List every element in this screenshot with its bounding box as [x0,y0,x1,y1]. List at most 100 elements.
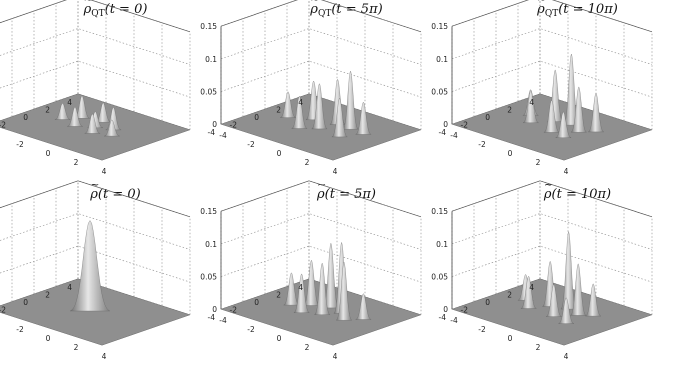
y-tick-label: 0 [254,298,259,307]
y-tick-label: -2 [461,306,469,315]
x-tick-label: 4 [564,352,569,361]
surface-peak [67,106,83,127]
title-variable: ρ [310,2,318,17]
surface-peak [314,262,331,315]
z-gridline [451,213,653,250]
surface-peak [570,263,587,316]
z-gridline [451,245,653,283]
axes-box [0,180,191,346]
x-tick-label: 4 [102,352,107,361]
box-edge [0,0,67,24]
panel-title: ρQT(t = 5π) [231,2,462,19]
surface-peak [105,107,122,131]
x-tick-label: 4 [564,167,569,176]
x-tick-label: 2 [74,343,79,352]
z-tick-label: 0.05 [431,88,448,97]
z-tick-label: 0.15 [431,207,448,216]
surface-peak [587,92,605,133]
title-argument: (t = 5π) [331,2,383,17]
y-tick-label: 0 [485,298,490,307]
box-edge [551,0,653,33]
y-tick-label: 4 [298,98,303,107]
y-tick-label: 4 [529,283,534,292]
x-tick-label: -4 [219,131,227,140]
z-gridline [451,28,653,65]
z-tick-label: 0.15 [200,22,217,31]
x-tick-label: -2 [478,140,486,149]
y-tick-label: 2 [276,290,281,299]
surface-peak [283,272,300,306]
surface-peak [104,119,120,137]
y-tick-label: -2 [230,306,238,315]
box-edge [308,180,422,218]
z-tick-label: 0.1 [436,55,448,64]
box-edge [89,0,191,33]
title-variable: ρ [90,187,98,202]
x-tick-label: 4 [102,167,107,176]
y-tick-label: 4 [529,98,534,107]
x-tick-label: -4 [450,131,458,140]
box-edge [220,180,310,212]
title-argument: (t = 0) [104,2,148,17]
z-gridline [0,245,191,283]
x-tick-label: 0 [277,149,282,158]
axes-box [220,180,422,346]
surface-floor [0,278,191,346]
x-tick-label: -4 [450,316,458,325]
z-tick-label: 0 [212,305,217,314]
x-tick-label: 0 [277,334,282,343]
box-edge [77,180,191,218]
z-gridline [451,60,653,98]
title-argument: (t = 10π) [558,2,618,17]
title-variable: ρ [537,2,545,17]
surface-peak [543,99,560,133]
y-tick-label: 2 [507,105,512,114]
z-tick-label: 0.15 [200,207,217,216]
surface-peak [555,111,572,138]
x-tick-label: 0 [508,149,513,158]
surface-peak [570,86,587,133]
axes-box [220,0,422,161]
surface-peak [558,297,574,324]
surface-peak [69,220,111,312]
surface-peak [522,90,539,123]
surface-peak [311,83,328,130]
y-tick-label: 2 [276,105,281,114]
y-tick-label: -4 [439,128,447,137]
z-tick-label: 0.1 [205,55,217,64]
surface-peak [54,103,71,120]
surface-peak [331,97,348,138]
z-gridline [0,60,191,98]
surface-peak [303,259,320,306]
title-subscript: QT [544,9,559,19]
y-tick-label: -4 [439,313,447,322]
surface-peak [280,91,296,118]
axes-box [451,0,653,161]
x-tick-label: 4 [333,352,338,361]
y-tick-label: -2 [461,121,469,130]
x-tick-label: 2 [305,343,310,352]
panel-title: ρQT(t = 0) [0,2,231,19]
surface-peak [355,293,372,320]
x-tick-label: -2 [16,325,24,334]
x-tick-label: -2 [247,325,255,334]
z-gridline [220,180,422,218]
y-tick-label: 2 [45,290,50,299]
x-tick-label: 0 [46,334,51,343]
x-tick-label: -2 [16,140,24,149]
z-tick-label: 0.1 [205,240,217,249]
z-gridline [220,213,422,250]
z-tick-label: 0.05 [200,273,217,282]
y-tick-label: 4 [67,98,72,107]
x-tick-label: 4 [333,167,338,176]
y-tick-label: 0 [23,113,28,122]
z-gridline [451,180,653,218]
